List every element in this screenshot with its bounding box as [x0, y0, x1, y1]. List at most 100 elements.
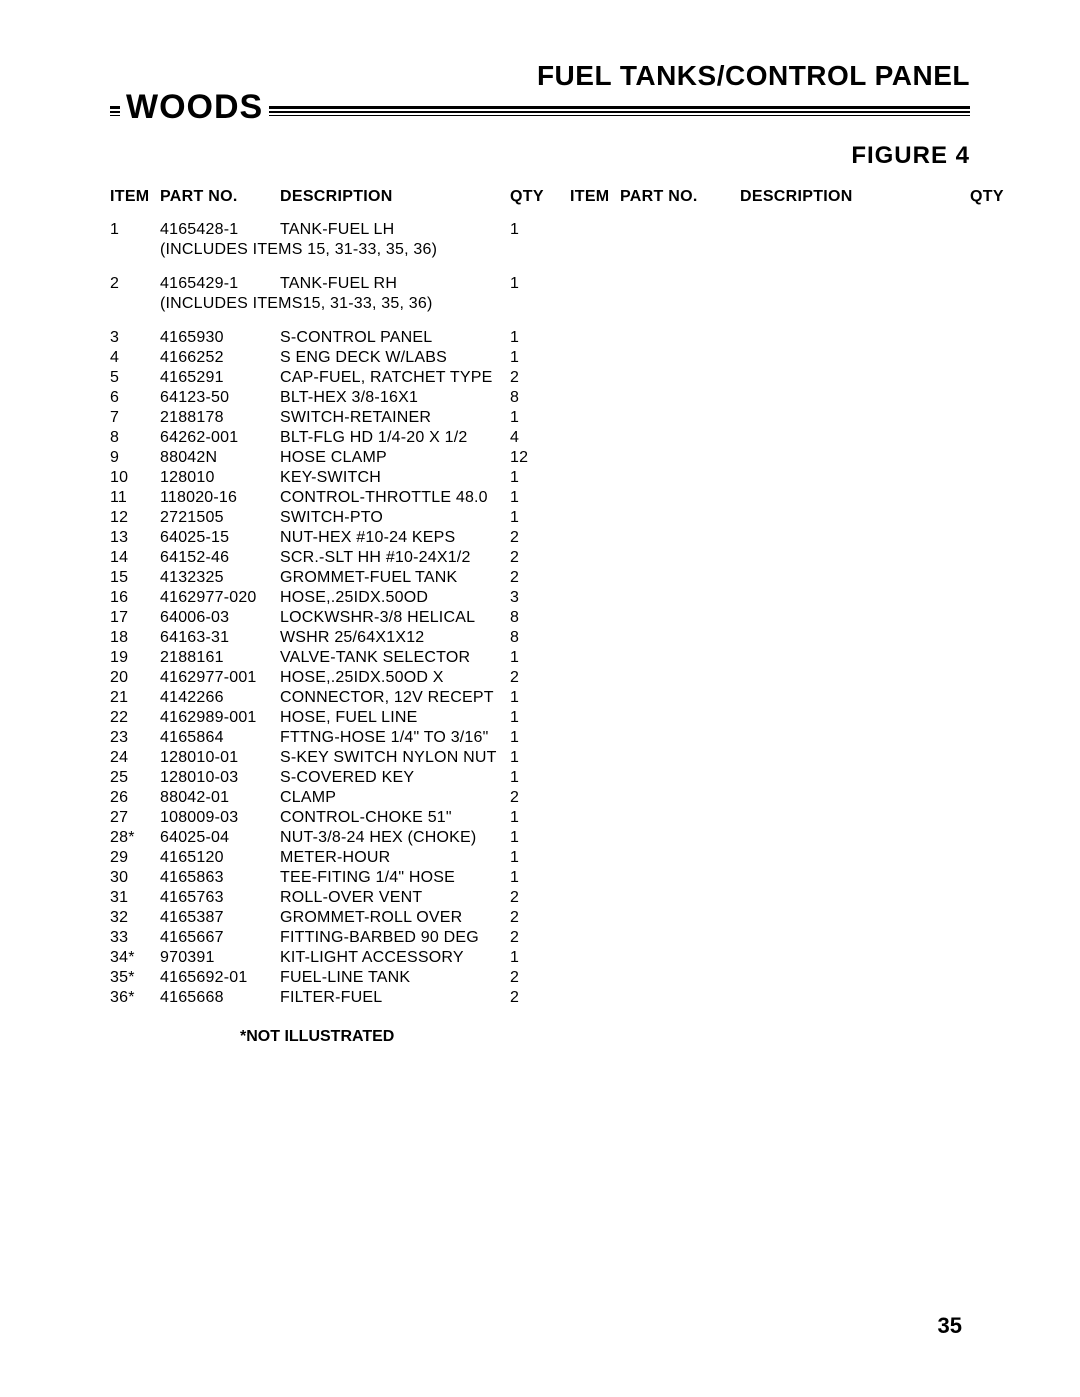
cell-item: 34*	[110, 948, 160, 968]
head-item: ITEM	[570, 188, 620, 206]
cell-desc: CLAMP	[280, 788, 510, 808]
table-subrow: (INCLUDES ITEMS15, 31-33, 35, 36)	[110, 294, 550, 314]
cell-part: 64025-04	[160, 828, 280, 848]
cell-desc: HOSE, FUEL LINE	[280, 708, 510, 728]
table-row: 1364025-15NUT-HEX #10-24 KEPS2	[110, 528, 550, 548]
cell-part: 128010-03	[160, 768, 280, 788]
cell-desc: NUT-3/8-24 HEX (CHOKE)	[280, 828, 510, 848]
cell-part: 4165387	[160, 908, 280, 928]
cell-desc: HOSE,.25IDX.50OD X	[280, 668, 510, 688]
cell-qty: 1	[510, 508, 550, 528]
cell-item: 8	[110, 428, 160, 448]
head-item: ITEM	[110, 188, 160, 206]
cell-part: 4165429-1	[160, 274, 280, 294]
table-row: 192188161VALVE-TANK SELECTOR1	[110, 648, 550, 668]
cell-item: 9	[110, 448, 160, 468]
cell-qty: 2	[510, 548, 550, 568]
table-subrow: (INCLUDES ITEMS 15, 31-33, 35, 36)	[110, 240, 550, 260]
cell-desc: TANK-FUEL RH	[280, 274, 510, 294]
table-row: 204162977-001HOSE,.25IDX.50OD X2	[110, 668, 550, 688]
table-row: 14165428-1TANK-FUEL LH1	[110, 220, 550, 240]
cell-desc: CONTROL-CHOKE 51"	[280, 808, 510, 828]
cell-qty: 1	[510, 488, 550, 508]
table-row: 24128010-01S-KEY SWITCH NYLON NUT1	[110, 748, 550, 768]
cell-desc: GROMMET-FUEL TANK	[280, 568, 510, 588]
head-desc: DESCRIPTION	[740, 188, 970, 206]
head-qty: QTY	[510, 188, 550, 206]
cell-item: 11	[110, 488, 160, 508]
cell-sub: (INCLUDES ITEMS 15, 31-33, 35, 36)	[160, 240, 510, 260]
cell-qty: 2	[510, 788, 550, 808]
cell-part: 4132325	[160, 568, 280, 588]
table-row: 72188178SWITCH-RETAINER1	[110, 408, 550, 428]
table-row: 24165429-1TANK-FUEL RH1	[110, 274, 550, 294]
table-row: 294165120METER-HOUR1	[110, 848, 550, 868]
cell-item: 4	[110, 348, 160, 368]
cell-qty: 2	[510, 908, 550, 928]
figure-label: FIGURE 4	[110, 142, 970, 170]
cell-desc: CONTROL-THROTTLE 48.0	[280, 488, 510, 508]
cell-part: 970391	[160, 948, 280, 968]
table-row: 334165667FITTING-BARBED 90 DEG2	[110, 928, 550, 948]
cell-item: 33	[110, 928, 160, 948]
cell-desc: LOCKWSHR-3/8 HELICAL	[280, 608, 510, 628]
cell-part: 2188161	[160, 648, 280, 668]
cell-part: 64262-001	[160, 428, 280, 448]
cell-part: 4162989-001	[160, 708, 280, 728]
table-row: 11118020-16CONTROL-THROTTLE 48.01	[110, 488, 550, 508]
cell-qty: 2	[510, 888, 550, 908]
cell-desc: SCR.-SLT HH #10-24X1/2	[280, 548, 510, 568]
cell-item: 12	[110, 508, 160, 528]
page-number: 35	[938, 1313, 962, 1339]
cell-part: 4165668	[160, 988, 280, 1008]
table-row: 25128010-03S-COVERED KEY1	[110, 768, 550, 788]
cell-qty: 8	[510, 388, 550, 408]
cell-part: 128010-01	[160, 748, 280, 768]
cell-item: 29	[110, 848, 160, 868]
cell-desc: TANK-FUEL LH	[280, 220, 510, 240]
cell-desc: GROMMET-ROLL OVER	[280, 908, 510, 928]
cell-item: 10	[110, 468, 160, 488]
cell-part: 4165120	[160, 848, 280, 868]
cell-desc: KEY-SWITCH	[280, 468, 510, 488]
cell-item: 27	[110, 808, 160, 828]
cell-desc: WSHR 25/64X1X12	[280, 628, 510, 648]
table-row: 10128010KEY-SWITCH1	[110, 468, 550, 488]
cell-part: 64152-46	[160, 548, 280, 568]
parts-columns: ITEM PART NO. DESCRIPTION QTY 14165428-1…	[110, 188, 970, 1046]
cell-item: 24	[110, 748, 160, 768]
cell-desc: FILTER-FUEL	[280, 988, 510, 1008]
cell-qty: 2	[510, 568, 550, 588]
cell-desc: FTTNG-HOSE 1/4" TO 3/16"	[280, 728, 510, 748]
cell-item: 30	[110, 868, 160, 888]
cell-desc: S-CONTROL PANEL	[280, 328, 510, 348]
cell-desc: HOSE CLAMP	[280, 448, 510, 468]
cell-part: 4165667	[160, 928, 280, 948]
cell-part: 4165930	[160, 328, 280, 348]
column-header: ITEM PART NO. DESCRIPTION QTY	[110, 188, 550, 206]
cell-qty: 1	[510, 328, 550, 348]
table-row: 234165864FTTNG-HOSE 1/4" TO 3/16"1	[110, 728, 550, 748]
column-header: ITEM PART NO. DESCRIPTION QTY	[570, 188, 1010, 206]
parts-column-right: ITEM PART NO. DESCRIPTION QTY	[570, 188, 1010, 1046]
table-row: 122721505SWITCH-PTO1	[110, 508, 550, 528]
table-row: 34165930S-CONTROL PANEL1	[110, 328, 550, 348]
table-row: 54165291CAP-FUEL, RATCHET TYPE2	[110, 368, 550, 388]
cell-item: 15	[110, 568, 160, 588]
cell-item: 7	[110, 408, 160, 428]
cell-qty: 1	[510, 868, 550, 888]
cell-qty: 1	[510, 648, 550, 668]
cell-item: 14	[110, 548, 160, 568]
table-row: 34*970391KIT-LIGHT ACCESSORY1	[110, 948, 550, 968]
cell-qty: 1	[510, 348, 550, 368]
table-row: 35*4165692-01FUEL-LINE TANK2	[110, 968, 550, 988]
cell-part: 2721505	[160, 508, 280, 528]
table-row: 164162977-020HOSE,.25IDX.50OD3	[110, 588, 550, 608]
cell-part: 4162977-020	[160, 588, 280, 608]
cell-qty: 2	[510, 528, 550, 548]
cell-qty: 1	[510, 708, 550, 728]
cell-qty: 1	[510, 748, 550, 768]
cell-qty: 1	[510, 948, 550, 968]
table-row: 2688042-01CLAMP2	[110, 788, 550, 808]
cell-qty: 1	[510, 848, 550, 868]
